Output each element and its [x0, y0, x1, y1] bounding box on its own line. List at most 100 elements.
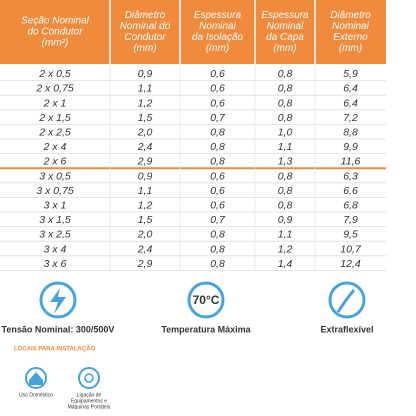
cell: 0,8	[278, 112, 293, 124]
bolt	[50, 288, 66, 314]
column-header: Diâmetro	[125, 10, 166, 21]
cell: 1,5	[138, 112, 153, 124]
cell: 6,3	[343, 170, 358, 182]
plug-icon	[78, 367, 100, 389]
place-label: Ligação de	[77, 392, 102, 398]
cell: 12,4	[340, 258, 361, 270]
column-header: da Isolação	[192, 32, 244, 43]
cell: 0,8	[278, 97, 293, 109]
cell: 2 x 0,5	[38, 68, 71, 80]
cell: 0,8	[210, 126, 225, 138]
cell: 11,6	[341, 156, 361, 168]
column-header: Externo	[333, 32, 368, 43]
cell: 0,6	[210, 170, 225, 182]
cell: 3 x 0,5	[39, 170, 71, 182]
cell: 3 x 4	[44, 243, 67, 255]
cell: 0,9	[278, 214, 293, 226]
column-header: Seção Nominal	[21, 16, 90, 27]
cell: 1,4	[278, 258, 293, 270]
place-label: Uso Doméstico	[19, 392, 53, 398]
cell: 7,2	[343, 112, 358, 124]
column-header: Condutor	[124, 32, 166, 43]
cell: 2 x 0,75	[35, 83, 74, 95]
cell: 2,4	[137, 243, 153, 255]
column-header: (mm)	[206, 43, 229, 54]
cell: 1,1	[278, 141, 293, 153]
cell: 2 x 6	[43, 156, 67, 168]
cell: 0,8	[278, 83, 293, 95]
feature-label: Tensão Nominal: 300/500V	[2, 324, 115, 334]
header-band	[0, 0, 386, 64]
cell: 2 x 4	[43, 141, 67, 153]
cell: 1,1	[138, 83, 153, 95]
cell: 0,6	[210, 185, 225, 197]
cell: 7,9	[343, 214, 358, 226]
cell: 0,7	[210, 112, 226, 124]
cell: 0,7	[210, 214, 226, 226]
cell: 5,9	[343, 68, 358, 80]
cell: 2 x 1,5	[38, 112, 71, 124]
cell: 2 x 2,5	[38, 126, 71, 138]
cell: 1,1	[278, 229, 293, 241]
plug	[84, 373, 94, 383]
cell: 0,6	[210, 68, 225, 80]
cell: 2,0	[137, 126, 153, 138]
place-label: Equipamentos e	[71, 398, 107, 404]
cell: 6,8	[343, 199, 358, 211]
cell: 0,8	[278, 199, 293, 211]
cell: 3 x 0,75	[36, 185, 74, 197]
temperature-text: 70°C	[193, 293, 220, 307]
cell: 9,9	[343, 141, 358, 153]
cell: 1,3	[278, 156, 293, 168]
cell: 2 x 1	[43, 97, 67, 109]
cell: 0,8	[210, 229, 225, 241]
cell: 1,2	[278, 243, 293, 255]
cell: 0,8	[278, 68, 293, 80]
cell: 6,6	[343, 185, 358, 197]
cell: 0,6	[210, 199, 225, 211]
cell: 9,5	[343, 229, 358, 241]
column-header: Nominal do	[120, 21, 171, 32]
column-header: (mm)	[273, 43, 296, 54]
cell: 3 x 1	[44, 199, 67, 211]
feature-label: Extraflexível	[320, 324, 373, 334]
column-header: Nominal	[332, 21, 369, 32]
cell: 1,2	[138, 97, 153, 109]
place-label: Máquinas Portáteis	[68, 404, 111, 410]
cell: 0,8	[278, 170, 293, 182]
cell: 10,7	[340, 243, 362, 255]
column-header: Diâmetro	[330, 10, 371, 21]
cell: 0,8	[210, 258, 225, 270]
column-header: do Condutor	[27, 27, 83, 38]
column-header: Espessura	[194, 10, 242, 21]
cell: 6,4	[343, 97, 358, 109]
column-header: (mm)	[133, 43, 156, 54]
installation-title: LOCAIS PARA INSTALAÇÃO	[14, 346, 96, 353]
flex-cable	[336, 289, 356, 313]
cell: 0,6	[210, 83, 225, 95]
cell: 0,9	[138, 68, 153, 80]
cell: 0,8	[278, 185, 293, 197]
cell: 2,4	[137, 141, 153, 153]
cell: 0,8	[210, 243, 225, 255]
cell: 1,2	[138, 199, 153, 211]
column-header: (mm)	[339, 43, 362, 54]
column-header: Nominal	[267, 21, 304, 32]
cell: 1,5	[138, 214, 153, 226]
cell: 2,9	[137, 156, 153, 168]
column-header: da Capa	[266, 32, 304, 43]
cell: 3 x 6	[44, 258, 67, 270]
column-header: (mm²)	[42, 38, 69, 49]
cell: 0,8	[210, 156, 225, 168]
column-header: Espessura	[261, 10, 309, 21]
cell: 0,8	[210, 141, 225, 153]
cell: 2,0	[137, 229, 153, 241]
cell: 8,8	[343, 126, 358, 138]
column-header: Nominal	[199, 21, 236, 32]
temperature-icon	[187, 281, 225, 319]
cell: 1,1	[138, 185, 153, 197]
feature-label: Temperatura Máxima	[161, 324, 251, 334]
cell: 1,0	[278, 126, 293, 138]
cell: 3 x 1,5	[39, 214, 71, 226]
